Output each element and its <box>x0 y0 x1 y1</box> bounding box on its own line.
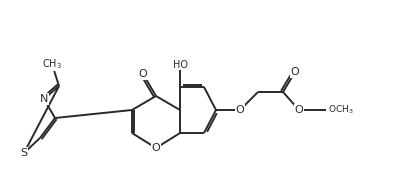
Text: S: S <box>21 148 27 158</box>
Text: O: O <box>139 69 147 79</box>
Text: O: O <box>295 105 303 115</box>
Text: O: O <box>290 67 299 77</box>
Text: O: O <box>236 105 244 115</box>
Text: O: O <box>152 143 160 153</box>
Text: HO: HO <box>173 60 187 70</box>
Text: CH$_3$: CH$_3$ <box>42 57 62 71</box>
Text: OCH$_3$: OCH$_3$ <box>328 104 354 116</box>
Text: N: N <box>40 94 48 104</box>
